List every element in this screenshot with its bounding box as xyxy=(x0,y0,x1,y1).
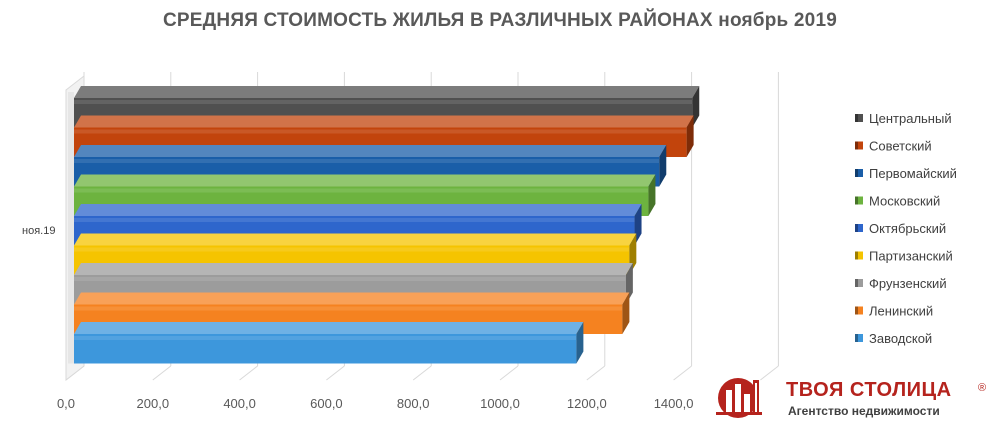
legend-label: Фрунзенский xyxy=(869,276,947,291)
category-label: ноя.19 xyxy=(22,225,55,237)
legend-swatch xyxy=(855,306,863,315)
x-tick-label: 200,0 xyxy=(137,396,170,411)
x-tick-label: 1200,0 xyxy=(567,396,607,411)
legend-item: Заводской xyxy=(855,331,932,346)
legend-item: Центральный xyxy=(855,111,952,126)
gridline-base xyxy=(586,365,606,381)
brand-registered-mark: ® xyxy=(978,382,987,394)
legend-swatch xyxy=(855,169,863,177)
legend-item: Октябрьский xyxy=(855,221,946,236)
brand-tagline: Агентство недвижимости xyxy=(788,404,940,418)
legend-label: Октябрьский xyxy=(869,221,946,236)
x-tick-label: 800,0 xyxy=(397,396,430,411)
legend: Центральный Советский Первомайский Московск… xyxy=(855,111,957,346)
legend-item: Ленинский xyxy=(855,304,933,319)
x-tick-label: 600,0 xyxy=(310,396,343,411)
gridline-base xyxy=(326,365,345,381)
legend-swatch xyxy=(855,141,863,150)
brand-logo-icon xyxy=(716,378,762,418)
legend-label: Центральный xyxy=(869,111,952,126)
legend-swatch xyxy=(855,334,863,342)
x-tick-label: 0,0 xyxy=(57,396,75,411)
x-tick-label: 1000,0 xyxy=(480,396,520,411)
bar-stack-side xyxy=(68,92,74,364)
legend-swatch xyxy=(855,251,863,260)
category-labels: ноя.19 xyxy=(22,225,55,237)
bar-9 xyxy=(74,322,584,364)
legend-label: Заводской xyxy=(869,331,932,346)
legend-label: Московский xyxy=(869,194,940,209)
legend-swatch xyxy=(855,114,863,122)
chart-title: СРЕДНЯЯ СТОИМОСТЬ ЖИЛЬЯ В РАЗЛИЧНЫХ РАЙО… xyxy=(163,10,837,31)
x-tick-labels: 0,0 200,0 400,0 600,0 800,0 1000,0 1200,0 1400,… xyxy=(57,396,694,411)
gridline-base xyxy=(760,365,779,381)
legend-label: Советский xyxy=(869,139,932,154)
legend-item: Советский xyxy=(855,139,932,154)
bars xyxy=(68,86,700,364)
legend-swatch xyxy=(855,279,863,287)
x-tick-label: 1400,0 xyxy=(654,396,694,411)
legend-swatch xyxy=(855,196,863,205)
legend-item: Фрунзенский xyxy=(855,276,947,291)
legend-label: Партизанский xyxy=(869,249,953,264)
brand-name: ТВОЯ СТОЛИЦА xyxy=(786,379,952,401)
x-tick-label: 400,0 xyxy=(223,396,256,411)
gridline-base xyxy=(152,365,172,381)
brand-watermark: ТВОЯ СТОЛИЦА ® Агентство недвижимости xyxy=(712,374,1000,420)
gridline-base xyxy=(239,365,258,381)
gridline-base xyxy=(499,365,519,381)
legend-item: Московский xyxy=(855,194,940,209)
legend-item: Партизанский xyxy=(855,249,953,264)
legend-label: Ленинский xyxy=(869,304,933,319)
gridline-base xyxy=(412,365,432,381)
legend-item: Первомайский xyxy=(855,166,957,181)
gridline-base xyxy=(673,365,692,381)
legend-label: Первомайский xyxy=(869,166,957,181)
legend-swatch xyxy=(855,224,863,232)
